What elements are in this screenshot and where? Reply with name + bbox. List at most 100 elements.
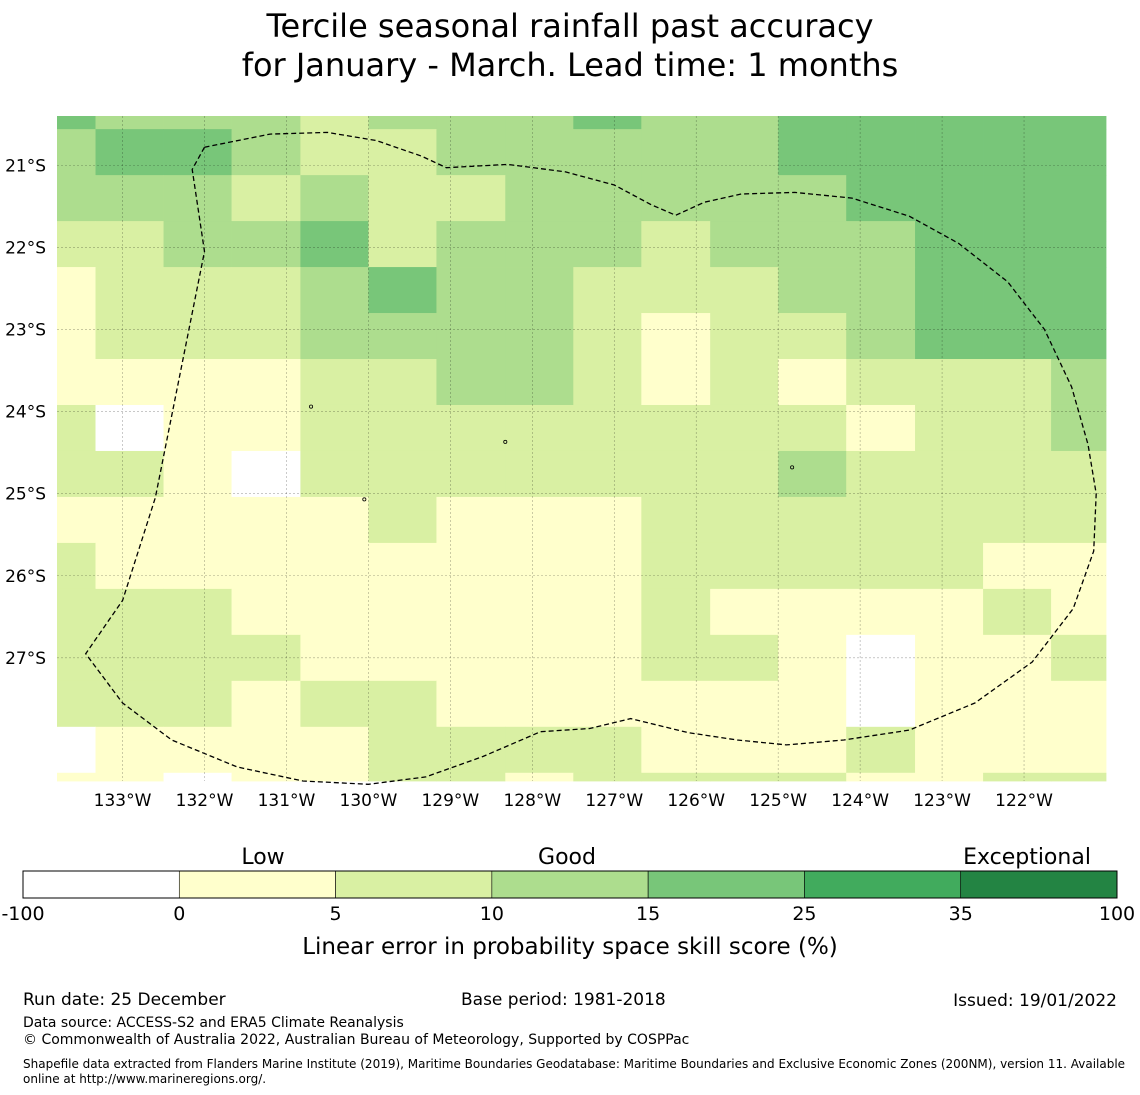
grid-cell xyxy=(436,267,506,314)
grid-cell xyxy=(57,359,96,406)
grid-cell xyxy=(231,496,301,544)
grid-cell xyxy=(1051,129,1107,176)
grid-cell xyxy=(778,175,847,222)
grid-cell xyxy=(983,129,1052,176)
grid-cell xyxy=(983,359,1052,406)
skill-grid xyxy=(57,116,1107,782)
colorbar-tick-label: 15 xyxy=(636,903,660,925)
grid-cell xyxy=(505,726,574,774)
grid-cell xyxy=(95,588,164,636)
grid-cell xyxy=(641,542,711,590)
grid-cell xyxy=(983,175,1052,222)
colorbar-tick-label: -100 xyxy=(1,903,44,925)
grid-cell xyxy=(983,116,1052,130)
grid-cell xyxy=(846,129,916,176)
grid-cell xyxy=(846,221,916,268)
grid-cell xyxy=(231,116,301,130)
grid-cell xyxy=(915,313,984,360)
grid-cell xyxy=(710,313,779,360)
colorbar: -100 0 5 10 15 25 35 100 Low Good Exceptional Linea… xyxy=(1,845,1135,960)
grid-cell xyxy=(641,359,711,406)
grid-cell xyxy=(710,116,779,130)
grid-cell xyxy=(846,634,916,682)
longitude-label: 130°W xyxy=(340,791,398,811)
grid-cell xyxy=(505,175,574,222)
colorbar-tick-label: 5 xyxy=(330,903,342,925)
grid-cell xyxy=(505,634,574,682)
colorbar-segment xyxy=(22,870,180,899)
grid-cell xyxy=(983,404,1052,452)
grid-cell xyxy=(641,116,711,130)
grid-cell xyxy=(641,175,711,222)
grid-cell xyxy=(57,680,96,728)
grid-cell xyxy=(983,542,1052,590)
grid-cell xyxy=(983,680,1052,728)
grid-cell xyxy=(436,542,506,590)
grid-cell xyxy=(573,772,642,782)
grid-cell xyxy=(983,588,1052,636)
grid-cell xyxy=(915,588,984,636)
grid-cell xyxy=(778,634,847,682)
grid-cell xyxy=(163,267,232,314)
grid-cell xyxy=(641,450,711,498)
grid-cell xyxy=(778,726,847,774)
grid-cell xyxy=(436,404,506,452)
grid-cell xyxy=(710,450,779,498)
grid-cell xyxy=(436,634,506,682)
grid-cell xyxy=(573,680,642,728)
grid-cell xyxy=(231,404,301,452)
grid-cell xyxy=(983,313,1052,360)
grid-cell xyxy=(505,129,574,176)
longitude-label: 132°W xyxy=(176,791,234,811)
grid-cell xyxy=(436,175,506,222)
grid-cell xyxy=(57,726,96,774)
grid-cell xyxy=(505,313,574,360)
colorbar-tick-label: 10 xyxy=(480,903,504,925)
grid-cell xyxy=(57,221,96,268)
grid-cell xyxy=(300,680,369,728)
grid-cell xyxy=(846,588,916,636)
grid-cell xyxy=(95,496,164,544)
grid-cell xyxy=(505,542,574,590)
grid-cell xyxy=(95,634,164,682)
grid-cell xyxy=(573,404,642,452)
grid-cell xyxy=(95,129,164,176)
grid-cell xyxy=(368,404,437,452)
eez-boundary-line xyxy=(84,131,1097,785)
grid-cell xyxy=(436,450,506,498)
grid-cell xyxy=(57,116,96,130)
grid-cell xyxy=(163,175,232,222)
grid-cell xyxy=(57,450,96,498)
colorbar-category-label: Exceptional xyxy=(963,845,1091,870)
grid-cell xyxy=(1051,772,1107,782)
latitude-label: 23°S xyxy=(5,320,46,340)
grid-cell xyxy=(368,588,437,636)
grid-cell xyxy=(983,267,1052,314)
grid-cell xyxy=(300,359,369,406)
grid-cell xyxy=(163,772,232,782)
grid-cell xyxy=(915,542,984,590)
grid-cell xyxy=(436,588,506,636)
grid-cell xyxy=(846,772,916,782)
longitude-label: 126°W xyxy=(667,791,725,811)
grid-cell xyxy=(368,221,437,268)
grid-cell xyxy=(778,450,847,498)
grid-cell xyxy=(505,116,574,130)
grid-cell xyxy=(983,726,1052,774)
grid-cell xyxy=(846,450,916,498)
grid-cell xyxy=(505,680,574,728)
grid-cell xyxy=(915,496,984,544)
grid-cell xyxy=(57,542,96,590)
grid-cell xyxy=(95,175,164,222)
grid-cell xyxy=(231,680,301,728)
grid-cell xyxy=(573,450,642,498)
latitude-label: 27°S xyxy=(5,649,46,669)
graticule xyxy=(57,116,1106,781)
grid-cell xyxy=(1051,116,1107,130)
longitude-label: 122°W xyxy=(995,791,1053,811)
latitude-label: 25°S xyxy=(5,485,46,505)
grid-cell xyxy=(300,221,369,268)
grid-cell xyxy=(915,129,984,176)
grid-cell xyxy=(505,221,574,268)
